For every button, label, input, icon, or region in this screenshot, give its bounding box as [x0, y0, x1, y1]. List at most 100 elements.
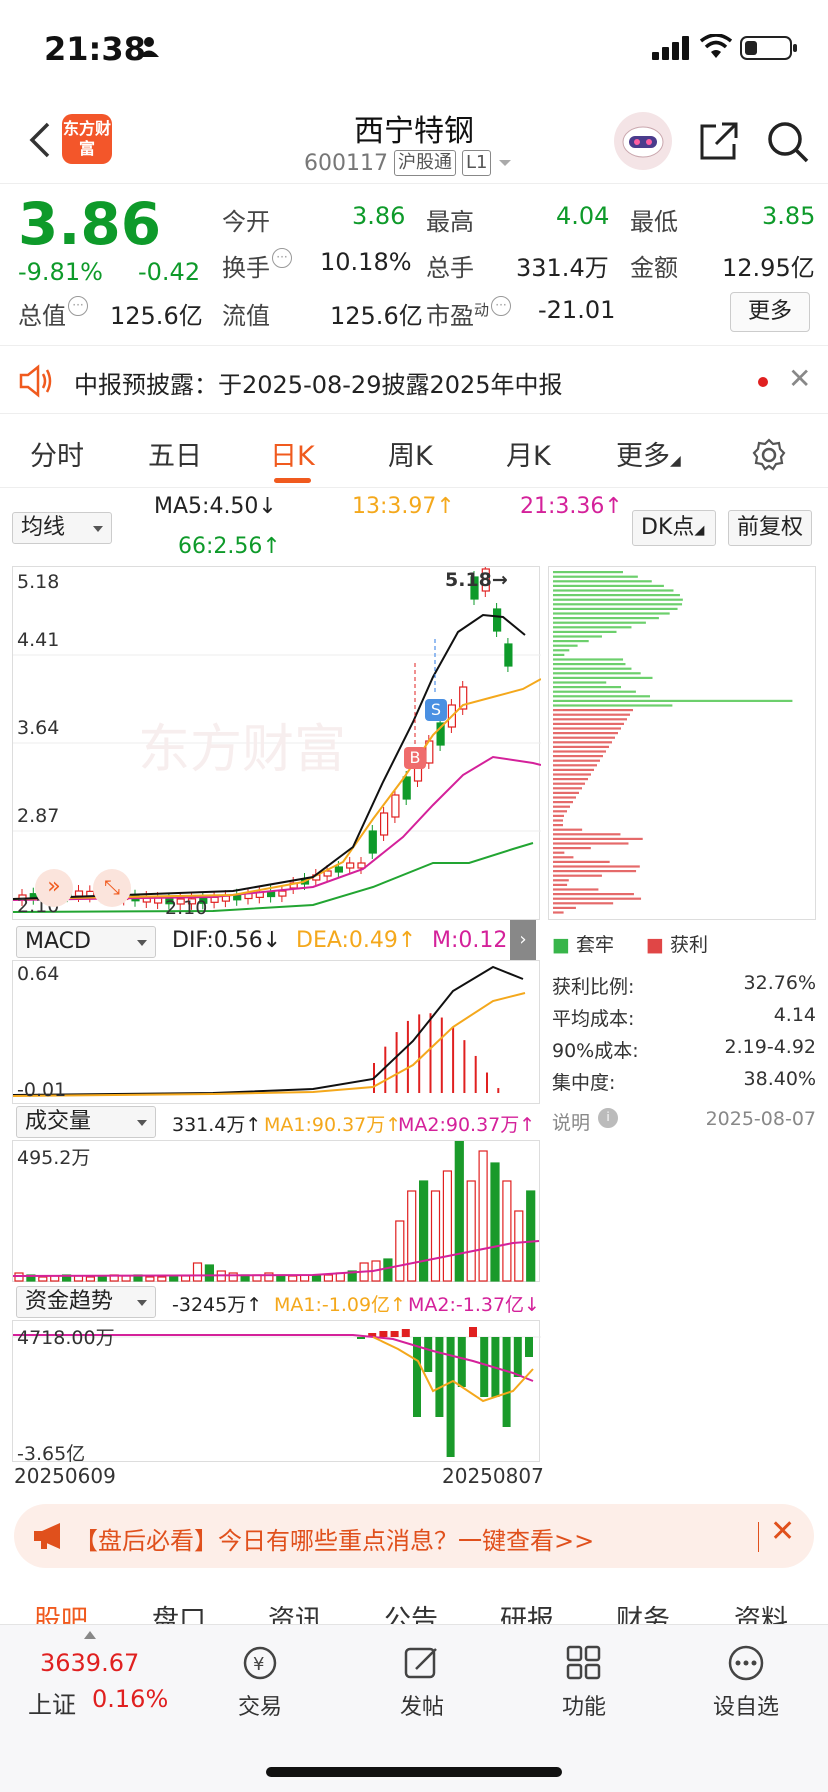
- chip-bar: [553, 879, 569, 882]
- sell-signal[interactable]: S: [425, 699, 447, 721]
- volume-selector[interactable]: 成交量: [16, 1106, 156, 1138]
- chip-bar: [553, 736, 615, 739]
- dropdown-icon: [499, 160, 512, 166]
- chip-bar: [553, 787, 582, 790]
- chevron-right-icon[interactable]: ›: [510, 920, 536, 960]
- chip-bar: [553, 833, 621, 836]
- chip-date: 2025-08-07: [705, 1108, 816, 1130]
- close-icon[interactable]: ✕: [770, 1514, 796, 1549]
- chip-note[interactable]: 说明 i: [552, 1108, 619, 1135]
- float-value: 125.6亿: [330, 302, 423, 330]
- stock-code-row[interactable]: 600117 沪股通 L1: [304, 150, 513, 176]
- buy-signal[interactable]: B: [404, 747, 426, 769]
- macd-chart[interactable]: 0.64 -0.01: [12, 960, 540, 1104]
- expand-left-icon[interactable]: »: [35, 869, 73, 907]
- dif-line: [12, 965, 524, 1096]
- chip-bar: [553, 571, 623, 574]
- candle: [323, 870, 332, 877]
- chip-bar: [553, 847, 591, 850]
- candle: [391, 794, 400, 818]
- ma66-value: 66:2.56↑: [178, 534, 281, 559]
- level-tag: L1: [461, 150, 492, 176]
- svg-text:¥: ¥: [253, 1654, 264, 1675]
- notice-bar[interactable]: 中报预披露：于2025-08-29披露2025年中报 ✕: [0, 348, 828, 414]
- share-icon[interactable]: [698, 120, 740, 162]
- chip-row-label: 集中度:: [552, 1072, 616, 1094]
- macd-bar: [463, 1040, 466, 1093]
- funds-ma1: MA1:-1.09亿↑: [274, 1294, 406, 1316]
- volume-bar: [169, 1275, 179, 1282]
- chip-bar: [553, 814, 564, 817]
- dk-selector[interactable]: DK点◢: [632, 510, 716, 546]
- tab-monthly-k[interactable]: 月K: [506, 441, 551, 472]
- back-arrow-icon[interactable]: [24, 120, 56, 160]
- chip-bar: [553, 860, 610, 863]
- macd-selector[interactable]: MACD: [16, 926, 156, 958]
- speaker-icon: [19, 364, 52, 398]
- post-button[interactable]: 发帖: [394, 1643, 450, 1721]
- macd-bar: [440, 1017, 443, 1093]
- more-button[interactable]: 更多: [730, 292, 810, 332]
- chip-bar: [553, 796, 576, 799]
- tab-daily-k[interactable]: 日K: [270, 434, 315, 483]
- notice-text: 中报预披露：于2025-08-29披露2025年中报: [74, 371, 563, 399]
- turnover-label[interactable]: 换手 ···: [222, 248, 292, 283]
- fullscreen-icon[interactable]: ⤡: [93, 869, 131, 907]
- tab-research[interactable]: 研报: [500, 1605, 554, 1628]
- chip-bar: [553, 594, 680, 597]
- tab-profile[interactable]: 资料: [734, 1605, 788, 1628]
- tab-announcements[interactable]: 公告: [384, 1605, 438, 1628]
- adjust-selector[interactable]: 前复权: [728, 510, 812, 546]
- news-banner[interactable]: 【盘后必看】今日有哪些重点消息？一键查看>> ✕: [14, 1504, 814, 1568]
- index-percent[interactable]: 0.16%: [92, 1685, 169, 1713]
- close-icon[interactable]: ✕: [788, 362, 812, 395]
- search-icon[interactable]: [766, 120, 810, 164]
- volume-bar: [454, 1140, 464, 1282]
- candle: [380, 812, 389, 836]
- tab-more[interactable]: 更多◢: [616, 441, 681, 472]
- chip-bar: [553, 658, 624, 661]
- volume-chart[interactable]: 495.2万: [12, 1140, 540, 1282]
- tab-finance[interactable]: 财务: [616, 1605, 670, 1628]
- funds-value: -3245万↑: [172, 1294, 263, 1316]
- mcap-value: 125.6亿: [110, 302, 203, 330]
- chip-bar: [553, 805, 570, 808]
- tab-five-day[interactable]: 五日: [148, 441, 202, 472]
- trade-button[interactable]: ¥ 交易: [232, 1643, 288, 1721]
- functions-button[interactable]: 功能: [556, 1643, 612, 1721]
- kline-chart[interactable]: 东方财富 5.18 4.41 3.64 2.87 2.10 5.18→ 2.10…: [12, 566, 541, 920]
- tab-guba[interactable]: 股吧: [34, 1605, 88, 1628]
- chip-bar: [553, 727, 621, 730]
- funds-chart[interactable]: 4718.00万 -3.65亿: [12, 1320, 541, 1465]
- ma-selector[interactable]: 均线: [12, 512, 112, 544]
- open-value: 3.86: [352, 202, 406, 230]
- ai-assistant-icon[interactable]: [614, 112, 672, 170]
- candle: [346, 862, 355, 869]
- volume-bar: [97, 1276, 107, 1282]
- index-name[interactable]: 上证: [28, 1691, 76, 1719]
- content-tabs: 股吧 盘口 资讯 公告 研报 财务 资料: [0, 1584, 828, 1628]
- volume-bar: [395, 1220, 405, 1282]
- tab-weekly-k[interactable]: 周K: [388, 441, 433, 472]
- funds-selector[interactable]: 资金趋势: [16, 1286, 156, 1318]
- tab-pankou[interactable]: 盘口: [152, 1605, 206, 1628]
- trade-icon: ¥: [243, 1646, 277, 1680]
- funds-bar: [401, 1329, 410, 1337]
- add-watchlist-button[interactable]: 设自选: [706, 1643, 786, 1721]
- index-value[interactable]: 3639.67: [40, 1649, 140, 1677]
- tab-news[interactable]: 资讯: [268, 1605, 322, 1628]
- pe-label[interactable]: 市盈动 ···: [426, 296, 512, 331]
- mcap-label[interactable]: 总值 ···: [18, 296, 88, 331]
- legend-trapped: ■ 套牢: [552, 934, 615, 956]
- amount-label: 金额: [630, 254, 678, 282]
- chip-bar: [553, 828, 583, 831]
- volume-bar: [478, 1150, 488, 1282]
- gear-icon[interactable]: [752, 438, 786, 472]
- chevron-up-icon[interactable]: [84, 1631, 96, 1639]
- chip-bar: [553, 709, 633, 712]
- chip-bar: [553, 667, 632, 670]
- funds-bottom: -3.65亿: [17, 1443, 86, 1465]
- banner-text: 【盘后必看】今日有哪些重点消息？一键查看>>: [74, 1527, 595, 1555]
- chip-bar: [553, 810, 567, 813]
- tab-intraday[interactable]: 分时: [30, 441, 84, 472]
